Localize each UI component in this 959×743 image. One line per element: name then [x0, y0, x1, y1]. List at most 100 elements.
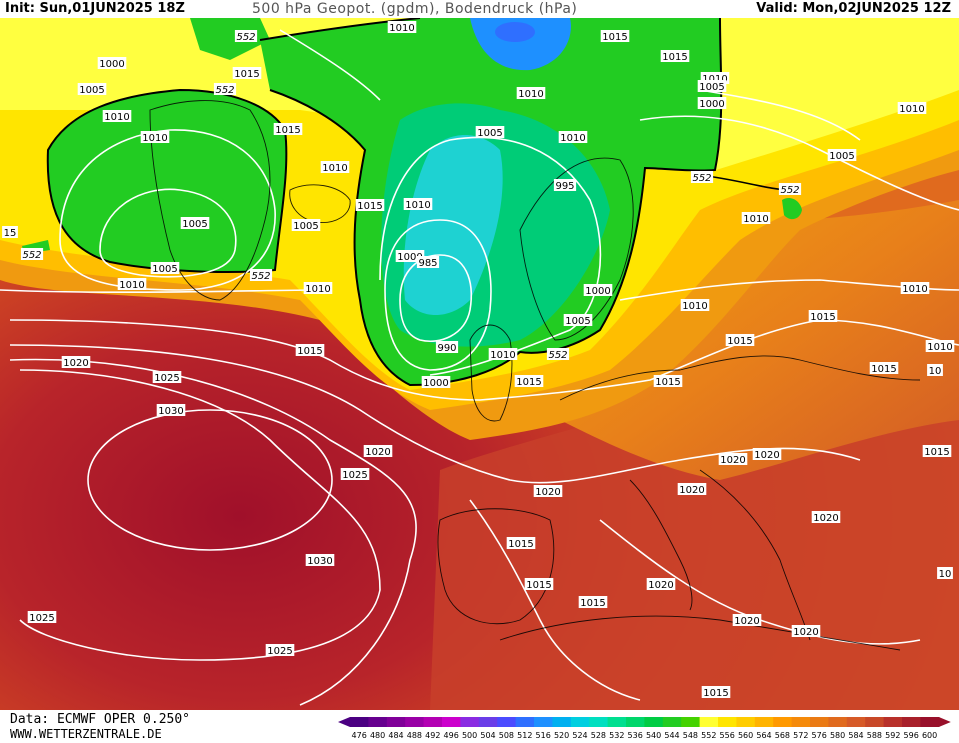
- colorbar-swatch: [534, 717, 553, 727]
- isobar-label-bg: [922, 445, 952, 457]
- isobar-label-bg: [305, 554, 335, 566]
- geopotential-label: 552: [236, 32, 255, 43]
- isobar-label: 990: [437, 343, 456, 354]
- isobar-label-bg: [295, 344, 325, 356]
- isobar-label: 1010: [142, 133, 167, 144]
- isobar-label: 1020: [365, 447, 390, 458]
- isobar-label-bg: [273, 123, 303, 135]
- iberia-coast: [437, 508, 555, 625]
- colorbar-tick-label: 492: [425, 731, 440, 740]
- isobar-label-bg: [827, 149, 857, 161]
- colorbar-swatch: [515, 717, 535, 727]
- colorbar-tick-label: 480: [370, 731, 385, 740]
- colorbar-tick-label: 484: [388, 731, 403, 740]
- colorbar-tick-label: 476: [352, 731, 367, 740]
- colorbar-swatch: [405, 717, 425, 727]
- isobar-label: 1010: [899, 104, 924, 115]
- isobar-label: 10: [939, 569, 952, 580]
- colorbar-tick-label: 588: [867, 731, 882, 740]
- isobar-label-bg: [97, 57, 127, 69]
- isobar-label: 1015: [234, 69, 259, 80]
- isobar-label-bg: [660, 50, 690, 62]
- colorbar-tick-label: 572: [793, 731, 808, 740]
- colorbar-swatch: [810, 717, 829, 727]
- isobar-label-bg: [488, 348, 518, 360]
- isobar-label: 1015: [924, 447, 949, 458]
- colorbar-tick-label: 496: [444, 731, 459, 740]
- isobar-label: 1005: [182, 219, 207, 230]
- map-header: Init: Sun,01JUN2025 18Z 500 hPa Geopot. …: [0, 0, 959, 20]
- colorbar-tick-label: 524: [572, 731, 587, 740]
- isobar-label-bg: [869, 362, 899, 374]
- isobar-label: 995: [555, 181, 574, 192]
- colorbar-tick-label: 488: [407, 731, 422, 740]
- init-time: Init: Sun,01JUN2025 18Z: [5, 1, 185, 16]
- isobar-label-bg: [363, 445, 393, 457]
- isobar-label: 1010: [743, 214, 768, 225]
- isobar-label-bg: [732, 614, 762, 626]
- colorbar-tick-label: 532: [609, 731, 624, 740]
- isobar-label: 1000: [699, 99, 724, 110]
- map-footer: Data: ECMWF OPER 0.250° WWW.WETTERZENTRA…: [0, 710, 959, 741]
- colorbar-arrow-right: [938, 717, 951, 727]
- isobar-label: 1020: [63, 358, 88, 369]
- north-africa-coast: [499, 615, 901, 651]
- isobar-label-bg: [897, 102, 927, 114]
- iceland-coast: [289, 184, 351, 223]
- isobar-label: 1020: [648, 580, 673, 591]
- isobar-label-bg: [697, 80, 727, 92]
- colorbar-swatch: [350, 717, 369, 727]
- isobar-label-bg: [387, 21, 417, 33]
- valid-time: Valid: Mon,02JUN2025 12Z: [756, 1, 951, 16]
- isobar-label: 1025: [29, 613, 54, 624]
- isobar-label: 1015: [516, 377, 541, 388]
- isobar-label: 1005: [829, 151, 854, 162]
- colorbar-tick-label: 540: [646, 731, 661, 740]
- isobar-label: 1015: [703, 688, 728, 699]
- isobar-label-bg: [416, 256, 440, 268]
- colorbar-tick-label: 512: [517, 731, 532, 740]
- isobar-label: 1020: [734, 616, 759, 627]
- colorbar-swatch: [423, 717, 443, 727]
- isobar-label-bg: [697, 97, 727, 109]
- isobar-label: 1010: [702, 74, 727, 85]
- isobar-label: 1000: [99, 59, 124, 70]
- isobar-label: 1005: [293, 221, 318, 232]
- isobar-label-bg: [514, 375, 544, 387]
- isobar-label-bg: [558, 131, 588, 143]
- colorbar-swatch: [754, 717, 774, 727]
- colorbar-swatch: [644, 717, 664, 727]
- website-credit: WWW.WETTERZENTRALE.DE: [10, 727, 162, 741]
- geopotential-label: 552: [780, 185, 799, 196]
- isobars: [0, 29, 959, 706]
- isobar-label-bg: [140, 131, 170, 143]
- isobar-label-bg: [291, 219, 321, 231]
- green-northwest-strip: [190, 18, 270, 60]
- isobar-label-bg: [752, 448, 782, 460]
- isobar-label-bg: [546, 348, 570, 360]
- blue-low-center: [495, 22, 535, 42]
- colorbar-swatch: [828, 717, 848, 727]
- isobar-1025: [19, 369, 381, 661]
- isobar-label-bg: [927, 364, 943, 376]
- isobar-label: 1010: [322, 163, 347, 174]
- colorbar-tick-label: 568: [775, 731, 790, 740]
- isobar-label-bg: [475, 126, 505, 138]
- geopotential-label: 552: [692, 173, 711, 184]
- isobar-label-bg: [680, 299, 710, 311]
- colorbar-swatch: [920, 717, 940, 727]
- colorbar-tick-label: 600: [922, 731, 937, 740]
- isobar-label: 1005: [699, 82, 724, 93]
- colorbar-tick-label: 556: [720, 731, 735, 740]
- isobar-1030: [87, 409, 333, 551]
- isobar-label-bg: [117, 278, 147, 290]
- isobar-label: 1010: [490, 350, 515, 361]
- europe-north-coast: [559, 355, 921, 401]
- isobar-label: 15: [4, 228, 17, 239]
- isobar-label: 1000: [585, 286, 610, 297]
- isobar-1020: [9, 344, 861, 484]
- isobar-label-bg: [320, 161, 350, 173]
- isobar-label: 1010: [682, 301, 707, 312]
- isobar-label-bg: [340, 468, 370, 480]
- isobar-label-bg: [900, 282, 930, 294]
